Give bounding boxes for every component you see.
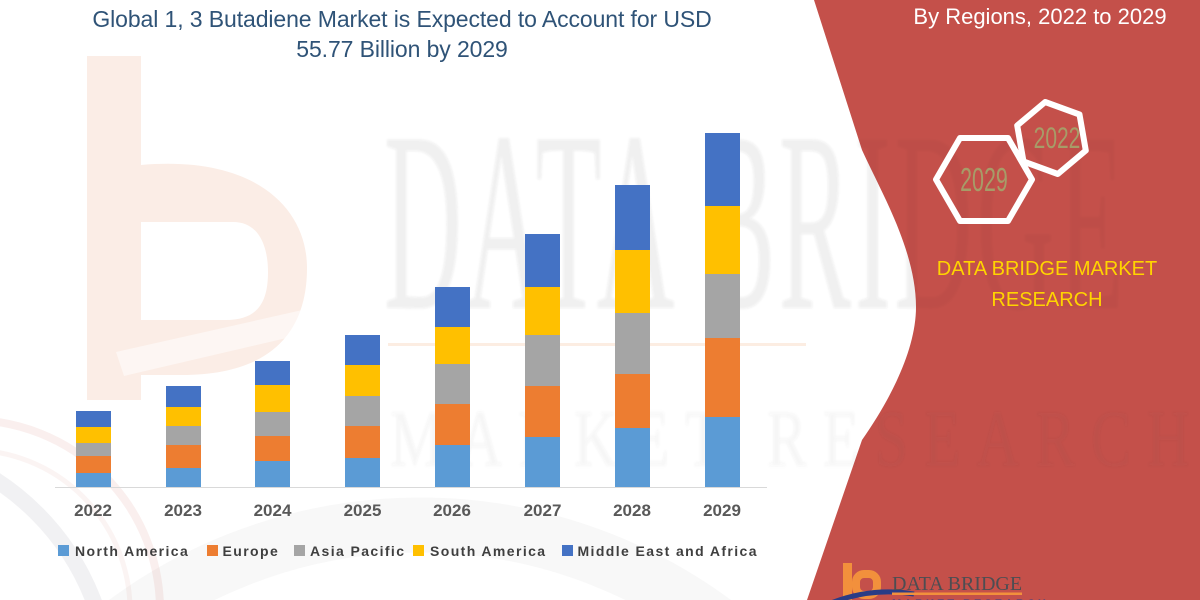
svg-text:2029: 2029 [960,161,1008,198]
svg-text:DATA BRIDGE: DATA BRIDGE [892,573,1022,595]
svg-text:MARKET RESEARCH: MARKET RESEARCH [892,598,1049,600]
svg-text:MARKET RESEARCH: MARKET RESEARCH [390,394,1190,484]
svg-text:DATA BRIDGE: DATA BRIDGE [384,79,1124,365]
svg-text:2022: 2022 [1034,123,1081,155]
